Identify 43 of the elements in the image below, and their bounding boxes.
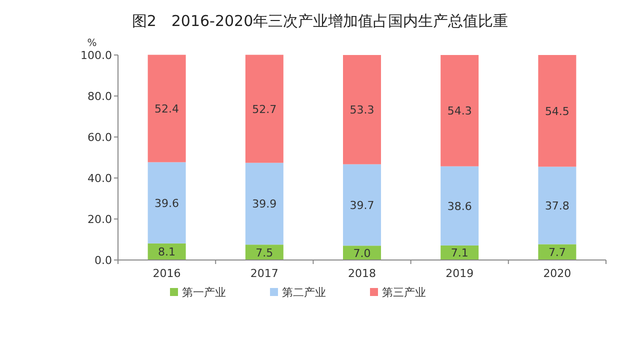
- bar: [440, 55, 479, 166]
- chart-title: 图2 2016-2020年三次产业增加值占国内生产总值比重: [132, 12, 508, 30]
- bar: [148, 162, 186, 244]
- data-label: 54.3: [447, 104, 472, 118]
- bar: [245, 162, 284, 245]
- y-tick-label: 40.0: [88, 172, 112, 185]
- y-tick-label: 80.0: [88, 90, 112, 103]
- x-tick-label: 2019: [446, 267, 474, 280]
- bar: [245, 54, 284, 163]
- x-tick-label: 2020: [543, 267, 572, 280]
- data-label: 38.6: [447, 200, 472, 213]
- bar: [343, 164, 381, 246]
- legend-label: 第三产业: [382, 286, 426, 299]
- y-tick-label: 60.0: [88, 131, 112, 144]
- bar: [440, 166, 479, 246]
- x-tick-label: 2018: [348, 267, 376, 280]
- data-label: 7.5: [256, 246, 274, 260]
- bar: [538, 55, 576, 167]
- data-label: 39.7: [350, 198, 374, 212]
- data-label: 7.7: [548, 246, 566, 260]
- y-tick-label: 0.0: [94, 254, 112, 267]
- bar: [538, 244, 576, 260]
- bar: [148, 54, 186, 162]
- legend-label: 第一产业: [182, 286, 226, 299]
- y-axis-title: %: [87, 38, 97, 49]
- data-label: 54.5: [544, 104, 570, 118]
- data-label: 52.7: [252, 102, 277, 116]
- legend-label: 第二产业: [282, 286, 326, 299]
- data-label: 52.4: [154, 102, 180, 116]
- x-tick-label: 2017: [250, 267, 278, 280]
- data-label: 37.8: [544, 199, 570, 212]
- data-label: 39.6: [154, 196, 180, 210]
- bar: [245, 244, 284, 260]
- data-label: 7.1: [450, 246, 468, 260]
- y-tick-label: 100.0: [80, 49, 112, 62]
- data-label: 53.3: [350, 104, 374, 117]
- bar: [343, 55, 381, 164]
- data-label: 8.1: [158, 246, 176, 259]
- bar: [538, 166, 576, 244]
- data-label: 39.9: [252, 198, 277, 211]
- y-tick-label: 20.0: [88, 213, 112, 226]
- data-label: 7.0: [353, 246, 371, 260]
- x-tick-label: 2016: [152, 267, 181, 280]
